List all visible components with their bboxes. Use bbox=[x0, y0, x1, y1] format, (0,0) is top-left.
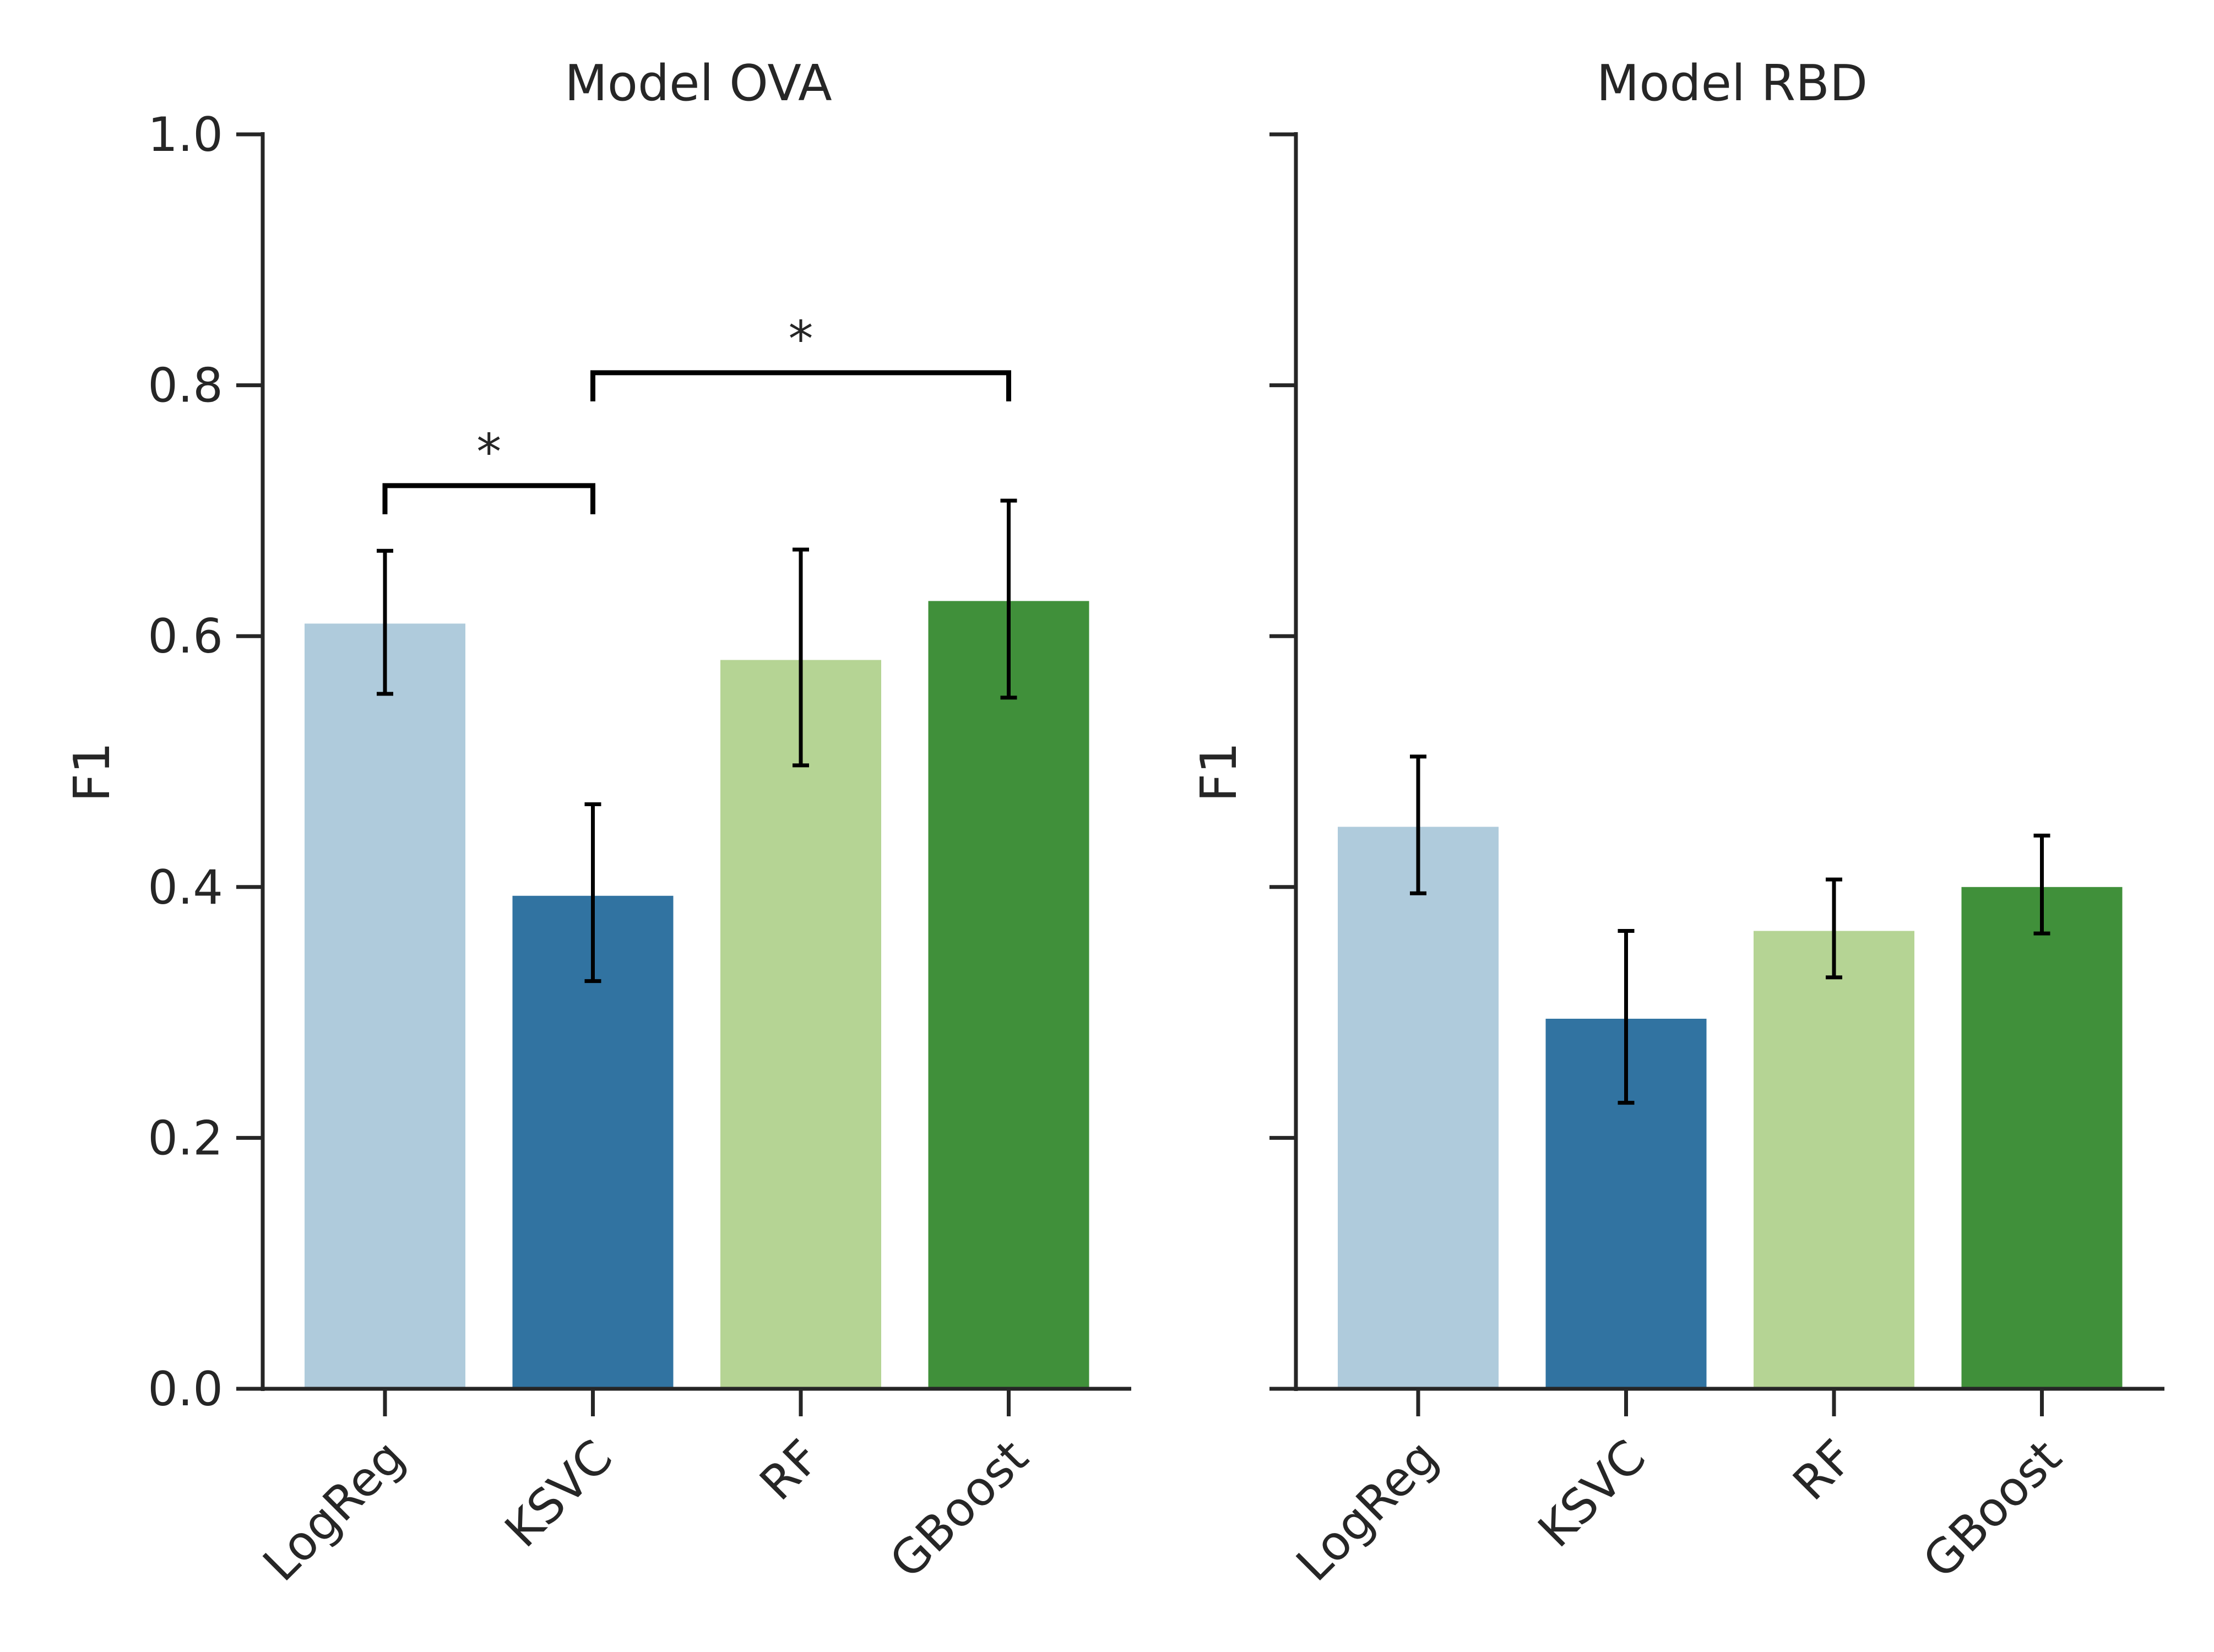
y-tick-label: 0.4 bbox=[148, 860, 223, 915]
error-bar-gboost bbox=[2033, 833, 2050, 936]
error-bar-ksvc bbox=[584, 802, 601, 983]
bar-gboost bbox=[928, 601, 1089, 1389]
panel-title: Model OVA bbox=[565, 55, 832, 112]
y-tick-label: 0.2 bbox=[148, 1111, 223, 1166]
bar-logreg bbox=[1338, 827, 1499, 1389]
y-tick-label: 0.8 bbox=[148, 358, 223, 414]
significance-bracket-ksvc-gboost: * bbox=[590, 311, 1011, 401]
y-axis-label: F1 bbox=[1190, 742, 1248, 802]
error-bar-gboost bbox=[1000, 498, 1017, 700]
y-tick-label: 0.6 bbox=[148, 609, 223, 664]
error-bar-logreg bbox=[1410, 754, 1426, 895]
error-bar-rf bbox=[1826, 877, 1842, 980]
error-bar-rf bbox=[793, 547, 809, 768]
bar-gboost bbox=[1961, 887, 2123, 1389]
significance-label: * bbox=[789, 311, 813, 368]
y-tick-label: 0.0 bbox=[148, 1362, 223, 1417]
bar-rf bbox=[720, 660, 881, 1389]
panel-title: Model RBD bbox=[1597, 55, 1868, 112]
significance-label: * bbox=[476, 423, 501, 481]
y-tick-label: 1.0 bbox=[148, 107, 223, 162]
significance-bracket-logreg-ksvc: * bbox=[382, 423, 595, 514]
bar-rf bbox=[1754, 931, 1914, 1389]
error-bar-logreg bbox=[377, 548, 393, 696]
bar-logreg bbox=[305, 623, 465, 1389]
error-bar-ksvc bbox=[1618, 929, 1635, 1105]
y-axis-label: F1 bbox=[63, 742, 121, 802]
